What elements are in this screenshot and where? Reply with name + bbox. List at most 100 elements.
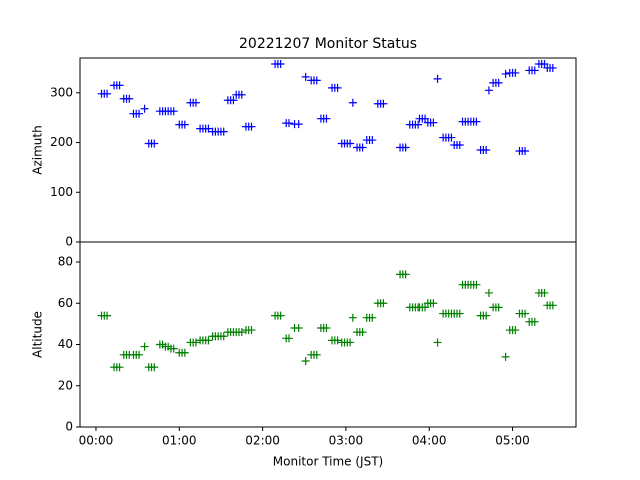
marker (284, 119, 293, 128)
marker (429, 118, 438, 127)
chart-title: 20221207 Monitor Status (239, 36, 417, 52)
marker (204, 336, 213, 345)
marker (348, 98, 357, 107)
marker (229, 96, 238, 105)
y-tick-label: 20 (58, 378, 73, 392)
marker (180, 120, 189, 129)
y-tick-label: 40 (58, 337, 73, 351)
marker (429, 299, 438, 308)
marker (312, 76, 321, 85)
marker (501, 352, 510, 361)
plot-frame (79, 241, 577, 428)
y-tick-label: 0 (65, 235, 73, 249)
x-tick-label: 01:00 (162, 434, 197, 448)
marker (219, 127, 228, 136)
marker (484, 86, 493, 95)
y-tick-label: 300 (50, 85, 73, 99)
marker (414, 120, 423, 129)
marker (140, 342, 149, 351)
marker (294, 120, 303, 129)
marker (191, 338, 200, 347)
marker (501, 69, 510, 78)
marker (540, 288, 549, 297)
marker (346, 338, 355, 347)
marker (125, 94, 134, 103)
marker (191, 98, 200, 107)
y-tick-label: 60 (58, 296, 73, 310)
marker (312, 350, 321, 359)
marker (472, 280, 481, 289)
marker (247, 326, 256, 335)
marker (548, 63, 557, 72)
marker (140, 104, 149, 113)
marker (494, 303, 503, 312)
marker (482, 146, 491, 154)
marker (150, 363, 159, 372)
marker (368, 313, 377, 322)
x-tick-label: 04:00 (412, 434, 447, 448)
marker (379, 99, 388, 108)
marker (511, 68, 520, 77)
x-tick-label: 00:00 (79, 434, 114, 448)
marker (379, 299, 388, 308)
marker (333, 83, 342, 92)
marker (482, 311, 491, 320)
marker (433, 74, 442, 83)
marker (219, 332, 228, 341)
marker (180, 348, 189, 357)
marker (115, 363, 124, 372)
marker (103, 89, 112, 98)
marker (472, 117, 481, 126)
marker (401, 270, 410, 279)
marker (135, 350, 144, 359)
x-axis-label: Monitor Time (JST) (273, 455, 383, 469)
marker (301, 357, 310, 366)
x-tick-label: 05:00 (495, 434, 530, 448)
marker (368, 136, 377, 145)
marker (358, 143, 367, 152)
y-axis-label: Azimuth (31, 125, 45, 174)
marker (237, 328, 246, 337)
marker (348, 313, 357, 322)
marker (421, 303, 430, 312)
x-tick-label: 02:00 (245, 434, 280, 448)
marker (494, 78, 503, 87)
marker (530, 317, 539, 326)
marker (521, 146, 530, 155)
marker (103, 311, 112, 320)
marker (455, 309, 464, 318)
marker (115, 81, 124, 90)
marker (150, 139, 159, 148)
y-axis-label: Altitude (31, 311, 45, 358)
marker (135, 109, 144, 118)
marker (301, 72, 310, 81)
marker (204, 124, 213, 133)
marker (333, 336, 342, 345)
marker (322, 114, 331, 123)
marker (521, 309, 530, 318)
y-tick-label: 0 (65, 420, 73, 434)
y-tick-label: 100 (50, 185, 73, 199)
marker (247, 122, 256, 131)
marker (401, 143, 410, 152)
marker (322, 324, 331, 333)
marker (276, 311, 285, 320)
marker (358, 328, 367, 337)
marker (237, 90, 246, 99)
marker (484, 288, 493, 297)
marker (346, 139, 355, 148)
marker (447, 133, 456, 142)
marker (455, 141, 464, 150)
y-tick-label: 200 (50, 135, 73, 149)
marker (294, 324, 303, 333)
marker (530, 66, 539, 75)
y-tick-label: 80 (58, 255, 73, 269)
marker (548, 301, 557, 310)
marker (511, 326, 520, 335)
marker (276, 59, 285, 68)
marker (169, 344, 178, 353)
marker (169, 107, 178, 116)
marker (284, 334, 293, 343)
